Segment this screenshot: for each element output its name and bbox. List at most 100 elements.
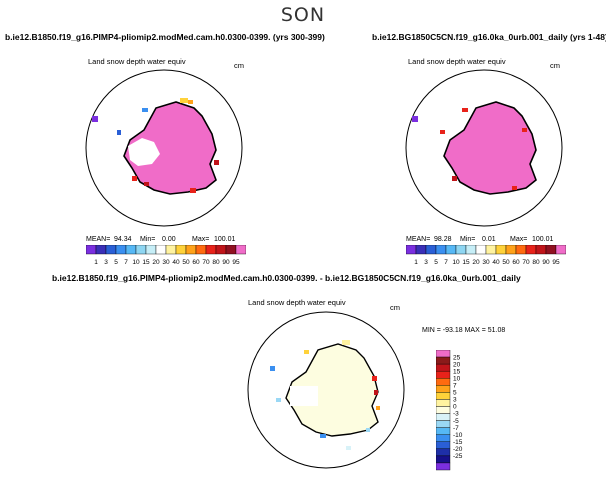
colorbar-tick-label: 7 [444, 259, 448, 266]
right-max-label: Max= [510, 236, 528, 243]
colorbar-tick-label: 40 [172, 259, 180, 266]
colorbar-tick-label: -10 [453, 432, 463, 439]
colorbar-tick-label: 80 [212, 259, 220, 266]
left-max-label: Max= [192, 236, 210, 243]
colorbar-swatch [436, 427, 451, 435]
colorbar-swatch [436, 455, 451, 464]
colorbar-swatch [436, 462, 451, 471]
right-polar-map [405, 69, 563, 227]
left-polar-map [85, 69, 243, 227]
colorbar-tick-label: -5 [453, 418, 459, 425]
colorbar-tick-label: 50 [502, 259, 510, 266]
colorbar-swatch [155, 245, 167, 255]
colorbar-tick-label: 95 [232, 259, 240, 266]
right-mean-label: MEAN= [406, 236, 431, 243]
colorbar-swatch [436, 363, 451, 372]
diff-units-label: cm [390, 303, 400, 312]
colorbar-tick-label: 30 [482, 259, 490, 266]
colorbar-tick-label: 10 [132, 259, 140, 266]
colorbar-swatch [436, 413, 451, 421]
colorbar-swatch [525, 245, 537, 255]
colorbar-swatch [436, 406, 451, 414]
left-colorbar: 1 3 5 7 10 15 20 30 40 50 60 70 80 90 95 [86, 245, 246, 266]
colorbar-swatch [505, 245, 517, 255]
colorbar-swatch [86, 245, 97, 255]
colorbar-tick-label: -25 [453, 453, 463, 460]
colorbar-tick-label: 90 [222, 259, 230, 266]
colorbar-tick-label: -20 [453, 446, 463, 453]
colorbar-tick-label: 7 [453, 382, 457, 389]
colorbar-tick-label: 60 [192, 259, 200, 266]
colorbar-tick-label: -15 [453, 439, 463, 446]
season-title: SON [280, 4, 326, 26]
colorbar-swatch [135, 245, 147, 255]
colorbar-tick-label: 0 [453, 404, 457, 411]
colorbar-tick-label: 60 [512, 259, 520, 266]
colorbar-tick-label: 95 [552, 259, 560, 266]
diff-polar-map [247, 311, 405, 469]
colorbar-swatch [436, 356, 451, 365]
colorbar-swatch [235, 245, 246, 255]
colorbar-swatch [215, 245, 227, 255]
colorbar-tick-label: 50 [182, 259, 190, 266]
right-variable-label: Land snow depth water equiv [408, 57, 506, 66]
right-min-label: Min= [460, 236, 476, 243]
diff-minmax-label: MIN = -93.18 MAX = 51.08 [422, 327, 506, 334]
colorbar-swatch [445, 245, 457, 255]
right-min-value: 0.01 [482, 236, 496, 243]
colorbar-swatch [436, 441, 451, 450]
colorbar-swatch [435, 245, 447, 255]
colorbar-swatch [515, 245, 527, 255]
colorbar-tick-label: 3 [424, 259, 428, 266]
colorbar-tick-label: 15 [142, 259, 150, 266]
colorbar-tick-label: 5 [453, 390, 457, 397]
colorbar-tick-label: 5 [114, 259, 118, 266]
colorbar-swatch [436, 350, 451, 358]
right-case-title: b.ie12.BG1850C5CN.f19_g16.0ka_0urb.001_d… [372, 32, 606, 42]
colorbar-tick-label: -3 [453, 411, 459, 418]
colorbar-tick-label: 70 [522, 259, 530, 266]
left-mean-label: MEAN= [86, 236, 111, 243]
colorbar-tick-label: 20 [472, 259, 480, 266]
colorbar-swatch [105, 245, 117, 255]
colorbar-swatch [436, 420, 451, 428]
left-case-title: b.ie12.B1850.f19_g16.PIMP4-pliomip2.modM… [5, 32, 325, 42]
colorbar-swatch [475, 245, 487, 255]
colorbar-swatch [436, 370, 451, 379]
colorbar-swatch [145, 245, 157, 255]
colorbar-tick-label: 1 [94, 259, 98, 266]
colorbar-swatch [436, 378, 451, 386]
colorbar-tick-label: 40 [492, 259, 500, 266]
colorbar-tick-label: 15 [462, 259, 470, 266]
left-min-value: 0.00 [162, 236, 176, 243]
colorbar-swatch [455, 245, 467, 255]
right-max-value: 100.01 [532, 236, 554, 243]
diff-title: b.ie12.B1850.f19_g16.PIMP4-pliomip2.modM… [52, 273, 521, 283]
colorbar-swatch [205, 245, 217, 255]
colorbar-tick-label: -7 [453, 425, 459, 432]
colorbar-swatch [485, 245, 497, 255]
colorbar-swatch [495, 245, 507, 255]
colorbar-tick-label: 15 [453, 368, 461, 375]
colorbar-swatch [115, 245, 127, 255]
colorbar-tick-label: 25 [453, 354, 461, 361]
colorbar-swatch [436, 434, 451, 442]
colorbar-swatch [436, 399, 451, 407]
colorbar-swatch [436, 385, 451, 393]
colorbar-tick-label: 7 [124, 259, 128, 266]
colorbar-swatch [535, 245, 547, 255]
right-mean-value: 98.28 [434, 236, 452, 243]
left-units-label: cm [234, 61, 244, 70]
colorbar-tick-label: 10 [452, 259, 460, 266]
colorbar-swatch [465, 245, 477, 255]
left-min-label: Min= [140, 236, 156, 243]
colorbar-swatch [436, 448, 451, 457]
colorbar-tick-label: 70 [202, 259, 210, 266]
colorbar-tick-label: 5 [434, 259, 438, 266]
colorbar-swatch [195, 245, 207, 255]
diff-variable-label: Land snow depth water equiv [248, 298, 346, 307]
colorbar-tick-label: 1 [414, 259, 418, 266]
colorbar-tick-label: 20 [152, 259, 160, 266]
colorbar-swatch [545, 245, 557, 255]
